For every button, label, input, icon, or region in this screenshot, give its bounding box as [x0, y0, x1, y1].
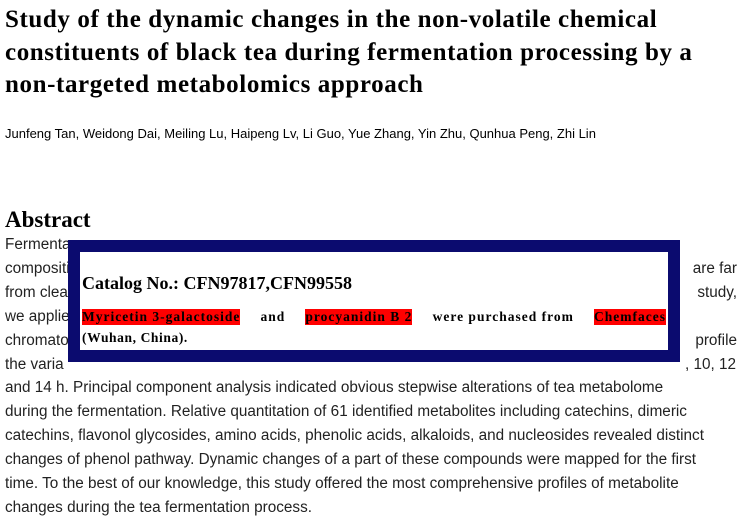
purchase-sentence: Myricetin 3-galactoside and procyanidin B … [82, 309, 666, 325]
abstract-line: changes during the tea fermentation proc… [5, 498, 312, 516]
highlighted-compound: Chemfaces [593, 309, 666, 325]
abstract-line: we applie [5, 307, 70, 325]
authors: Junfeng Tan, Weidong Dai, Meiling Lu, Ha… [5, 126, 596, 141]
abstract-line: chromato [5, 331, 69, 349]
abstract-line: time. To the best of our knowledge, this… [5, 475, 679, 492]
abstract-line: and 14 h. Principal component analysis i… [5, 379, 664, 397]
abstract-line: from clea [5, 283, 68, 301]
abstract-line-end: profile [695, 331, 737, 349]
abstract-line: the varia [5, 355, 64, 373]
abstract-heading: Abstract [5, 207, 91, 232]
catalog-overlay: Catalog No.: CFN97817,CFN99558 Myricetin… [68, 240, 680, 362]
highlighted-compound: procyanidin B 2 [305, 309, 413, 325]
abstract-line-end: , 10, 12 [684, 355, 736, 373]
purchase-sentence-end: (Wuhan, China). [82, 330, 188, 345]
catalog-number: Catalog No.: CFN97817,CFN99558 [82, 273, 352, 293]
title-line: constituents of black tea during ferment… [5, 39, 693, 66]
abstract-line: during the fermentation. Relative quanti… [5, 403, 687, 421]
abstract-line: catechins, flavonol glycosides, amino ac… [5, 427, 704, 445]
title-line: non-targeted metabolomics approach [5, 71, 424, 98]
title-line: Study of the dynamic changes in the non-… [5, 6, 658, 33]
abstract-line: compositi [5, 259, 70, 277]
abstract-line-end: are far [692, 259, 737, 277]
abstract-line-end: study, [697, 283, 737, 301]
sentence-text: were purchased from [432, 309, 574, 324]
sentence-text: and [260, 309, 286, 324]
abstract-line: changes of phenol pathway. Dynamic chang… [5, 451, 697, 469]
abstract-line: Fermenta [5, 236, 71, 253]
highlighted-compound: Myricetin 3-galactoside [82, 309, 241, 325]
